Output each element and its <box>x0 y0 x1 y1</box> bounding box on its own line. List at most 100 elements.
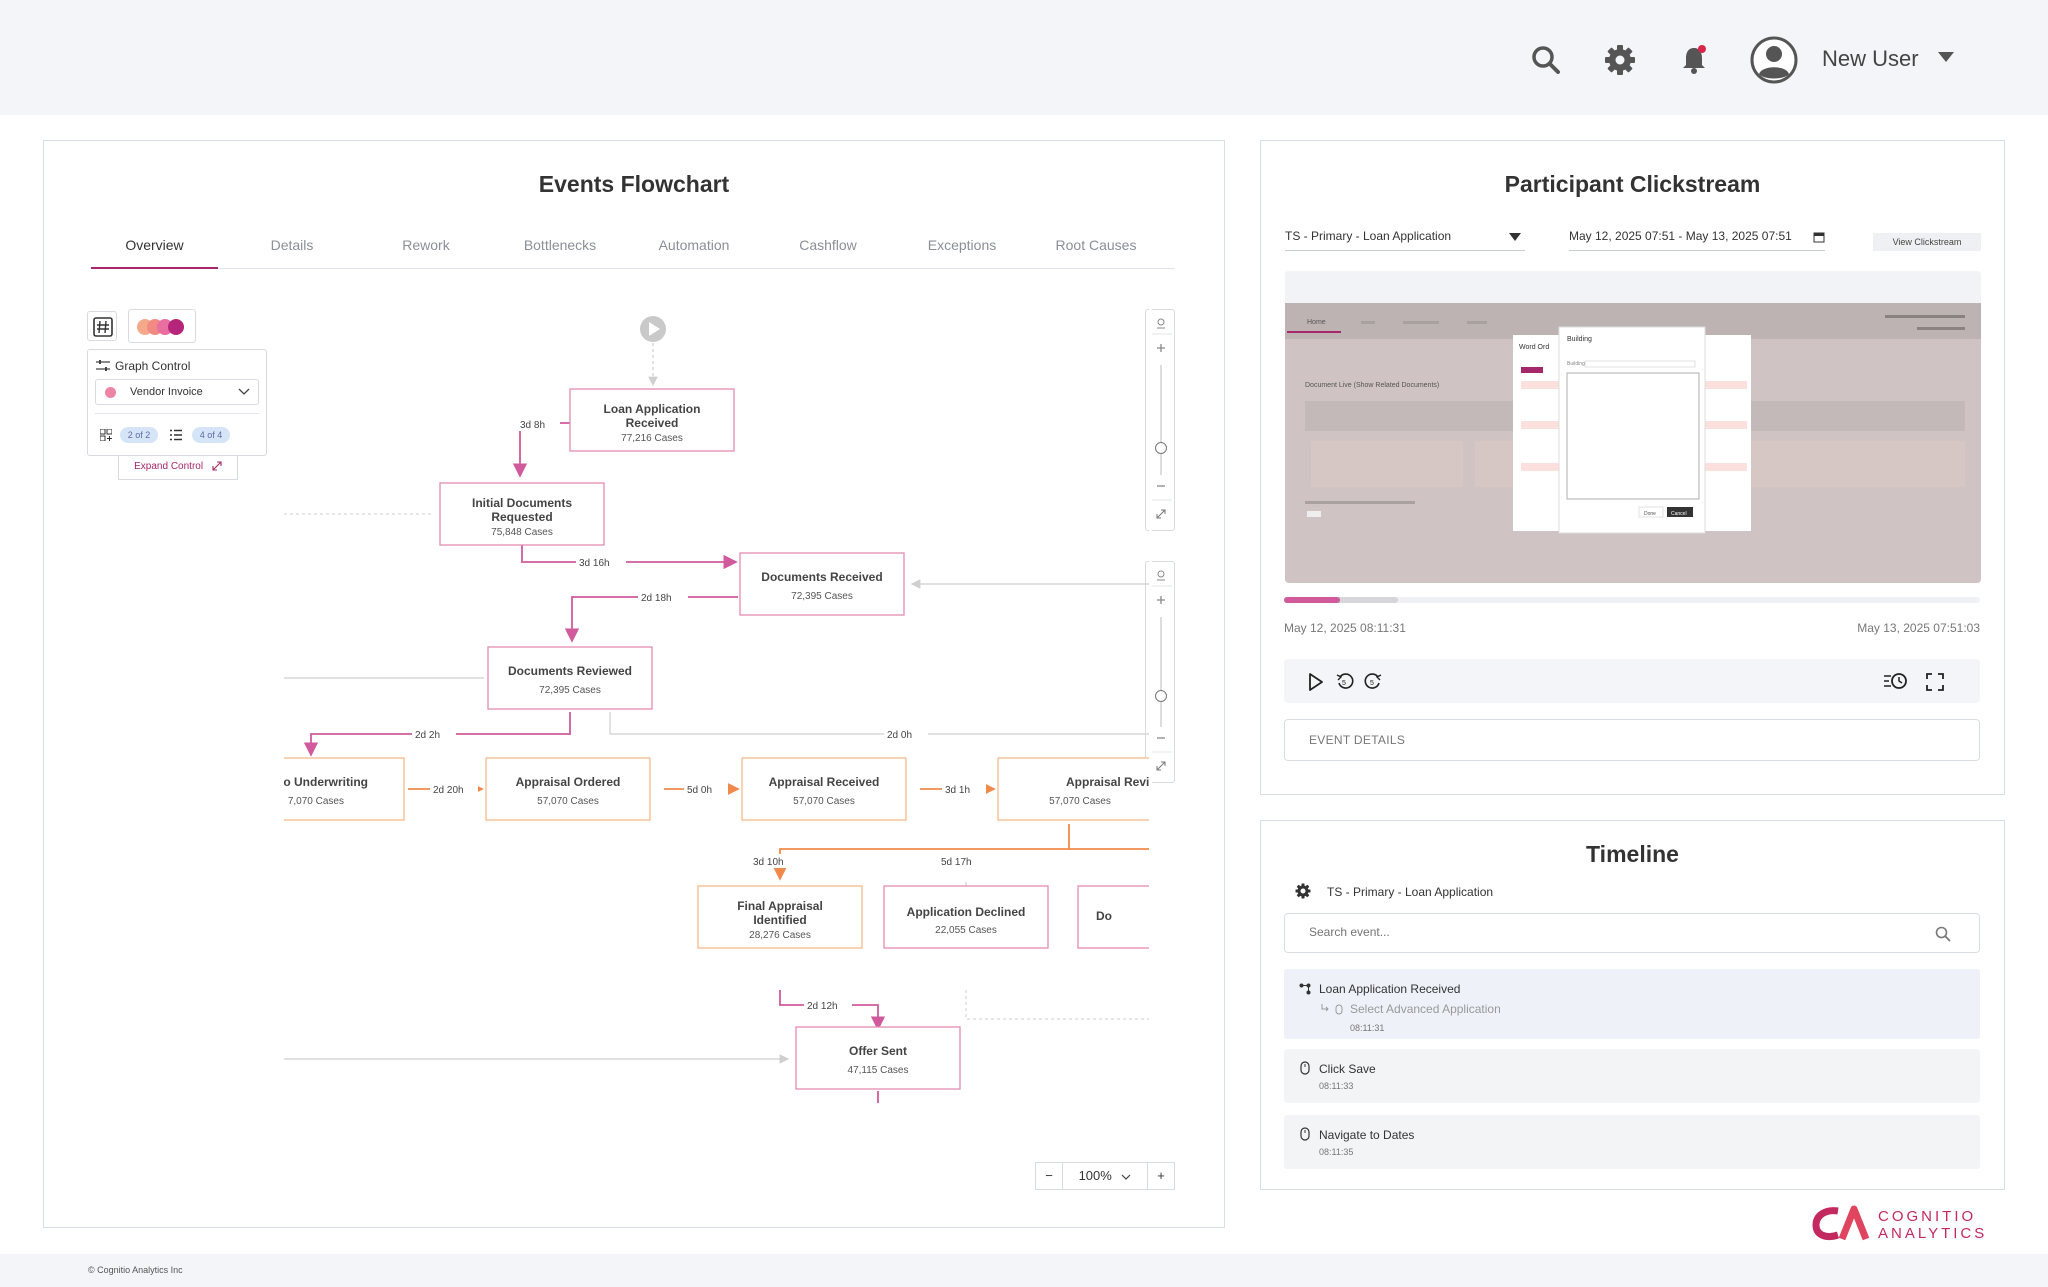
zoom-slider-handle[interactable] <box>1155 690 1167 702</box>
participant-select[interactable]: TS - Primary - Loan Application <box>1285 229 1525 251</box>
timeline-item[interactable]: Navigate to Dates 08:11:35 <box>1284 1115 1980 1169</box>
svg-text:Received: Received <box>626 416 679 430</box>
svg-text:7,070 Cases: 7,070 Cases <box>288 796 344 807</box>
tab-bottlenecks[interactable]: Bottlenecks <box>523 237 597 253</box>
rewind-icon[interactable]: 5 <box>1336 672 1354 690</box>
fit-nodes-icon[interactable] <box>1157 318 1165 329</box>
svg-text:Document Live (Show Related Do: Document Live (Show Related Documents) <box>1305 382 1439 389</box>
search-icon[interactable] <box>1530 44 1562 76</box>
chevron-down-icon <box>238 388 250 395</box>
node-filter-pill[interactable]: 2 of 2 <box>120 427 158 443</box>
timeline-title: Timeline <box>1586 841 1679 867</box>
start-node[interactable] <box>640 316 666 342</box>
flowchart-canvas[interactable]: 3d 8h 3d 16h 2d 18h 2d 2h 2d 0h 2d 20h 5… <box>284 301 1152 1171</box>
start-timestamp: May 12, 2025 08:11:31 <box>1284 621 1406 635</box>
tab-rework[interactable]: Rework <box>402 237 450 253</box>
svg-text:3d 8h: 3d 8h <box>520 420 545 431</box>
active-tab-indicator <box>91 267 218 269</box>
dialog-building: Building Building Done Cancel <box>1558 326 1706 534</box>
avatar-icon[interactable] <box>1750 36 1798 84</box>
zoom-in-button[interactable]: + <box>1147 1162 1175 1190</box>
edge-label: 3d 10h <box>750 854 798 868</box>
vendor-select[interactable]: Vendor Invoice <box>95 379 259 405</box>
date-range-picker[interactable]: May 12, 2025 07:51 - May 13, 2025 07:51 <box>1569 229 1825 251</box>
node-underwriting[interactable]: o Underwriting 7,070 Cases <box>284 757 405 821</box>
forward-icon[interactable]: 5 <box>1364 672 1382 690</box>
svg-text:Requested: Requested <box>491 510 552 524</box>
zoom-slider-handle[interactable] <box>1155 442 1167 454</box>
search-event-input[interactable] <box>1309 925 1869 939</box>
play-icon[interactable] <box>1308 673 1324 691</box>
svg-text:2d 12h: 2d 12h <box>807 1001 838 1012</box>
edge-label: 3d 1h <box>942 782 986 796</box>
node-offer-sent[interactable]: Offer Sent 47,115 Cases <box>795 1026 961 1090</box>
edge-label: 2d 0h <box>884 727 928 741</box>
search-icon[interactable] <box>1935 926 1951 942</box>
caret-down-icon[interactable] <box>1938 52 1954 62</box>
node-final-appraisal-identified[interactable]: Final Appraisal Identified 28,276 Cases <box>697 885 863 949</box>
grid-plus-icon[interactable] <box>100 429 112 441</box>
tab-overview[interactable]: Overview <box>125 237 184 253</box>
fullscreen-icon[interactable] <box>1926 673 1944 691</box>
fullscreen-icon[interactable] <box>1156 509 1166 519</box>
edge-filter-pill[interactable]: 4 of 4 <box>192 427 230 443</box>
svg-text:75,848 Cases: 75,848 Cases <box>491 527 553 538</box>
fit-nodes-icon[interactable] <box>1157 570 1165 581</box>
node-documents-received[interactable]: Documents Received 72,395 Cases <box>739 552 905 616</box>
sliders-icon <box>96 360 110 371</box>
svg-text:COGNITIO: COGNITIO <box>1878 1208 1976 1225</box>
playback-speed-icon[interactable] <box>1884 671 1908 691</box>
gear-icon[interactable] <box>1295 883 1311 899</box>
timeline-item[interactable]: Loan Application Received Select Advance… <box>1284 969 1980 1039</box>
node-application-declined[interactable]: Application Declined 22,055 Cases <box>883 885 1049 949</box>
svg-text:Documents Received: Documents Received <box>761 570 882 584</box>
svg-text:2d 20h: 2d 20h <box>433 785 464 796</box>
zoom-level-select[interactable]: 100% <box>1062 1162 1148 1190</box>
gear-icon[interactable] <box>1604 44 1636 76</box>
recorded-screen-frame: Home Document Live (Show Related Documen… <box>1285 271 1981 583</box>
zoom-in-icon[interactable] <box>1157 344 1165 352</box>
node-appraisal-received[interactable]: Appraisal Received 57,070 Cases <box>741 757 907 821</box>
list-icon[interactable] <box>170 429 182 441</box>
tab-automation[interactable]: Automation <box>658 237 730 253</box>
edge-grey-4 <box>609 712 1150 735</box>
date-range-value: May 12, 2025 07:51 - May 13, 2025 07:51 <box>1569 229 1792 243</box>
node-loan-application-received[interactable]: Loan Application Received 77,216 Cases <box>569 388 735 452</box>
mouse-icon <box>1300 1127 1310 1141</box>
tab-cashflow[interactable]: Cashflow <box>799 237 857 253</box>
edge-label: 2d 12h <box>804 998 852 1012</box>
node-do-cut[interactable]: Do <box>1077 885 1152 949</box>
timeline-search[interactable] <box>1284 913 1980 953</box>
svg-text:Final Appraisal: Final Appraisal <box>737 899 823 913</box>
playback-progress[interactable] <box>1284 597 1980 603</box>
node-documents-reviewed[interactable]: Documents Reviewed 72,395 Cases <box>487 646 653 710</box>
tab-exceptions[interactable]: Exceptions <box>927 237 997 253</box>
zoom-out-button[interactable]: − <box>1035 1162 1063 1190</box>
zoom-in-icon[interactable] <box>1157 596 1165 604</box>
vertical-zoom-control-2 <box>1145 561 1175 783</box>
hash-toggle-button[interactable] <box>87 311 117 341</box>
tab-details[interactable]: Details <box>270 237 314 253</box>
caret-down-icon <box>1509 233 1521 241</box>
svg-text:2d 0h: 2d 0h <box>887 730 912 741</box>
svg-text:72,395 Cases: 72,395 Cases <box>539 685 601 696</box>
timeline-item-time: 08:11:31 <box>1350 1023 1385 1033</box>
event-details-section[interactable]: EVENT DETAILS <box>1284 719 1980 761</box>
timeline-item[interactable]: Click Save 08:11:33 <box>1284 1049 1980 1103</box>
view-clickstream-button[interactable]: View Clickstream <box>1873 233 1981 251</box>
color-palette-button[interactable] <box>128 309 196 343</box>
flowchart-title: Events Flowchart <box>538 171 730 197</box>
svg-text:22,055 Cases: 22,055 Cases <box>935 925 997 936</box>
expand-control-button[interactable]: Expand Control <box>118 456 238 480</box>
fullscreen-icon[interactable] <box>1156 761 1166 771</box>
clickstream-video[interactable]: Home Document Live (Show Related Documen… <box>1285 271 1981 583</box>
node-appraisal-ordered[interactable]: Appraisal Ordered 57,070 Cases <box>485 757 651 821</box>
edge-label: 5d 17h <box>938 854 986 868</box>
node-initial-documents-requested[interactable]: Initial Documents Requested 75,848 Cases <box>439 482 605 546</box>
bell-icon[interactable] <box>1678 44 1710 76</box>
node-appraisal-review[interactable]: Appraisal Revie 57,070 Cases <box>997 757 1152 821</box>
user-name[interactable]: New User <box>1822 46 1919 71</box>
edge-label: 2d 2h <box>412 727 456 741</box>
svg-text:72,395 Cases: 72,395 Cases <box>791 591 853 602</box>
tab-root-causes[interactable]: Root Causes <box>1055 237 1137 253</box>
